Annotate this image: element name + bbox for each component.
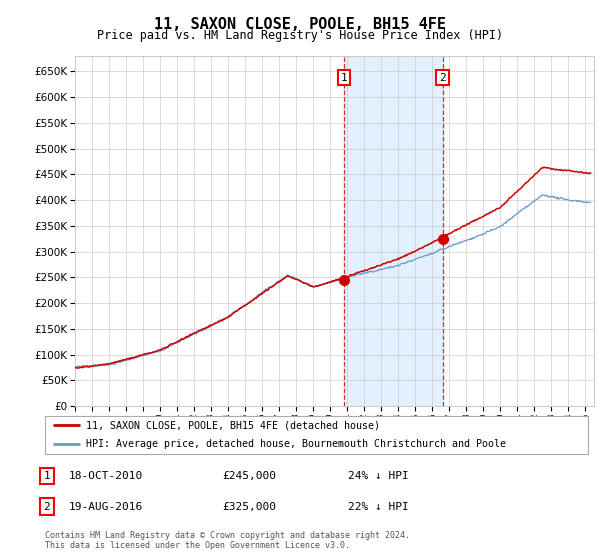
Text: 1: 1	[340, 73, 347, 83]
Text: 2: 2	[43, 502, 50, 512]
Text: 11, SAXON CLOSE, POOLE, BH15 4FE: 11, SAXON CLOSE, POOLE, BH15 4FE	[154, 17, 446, 32]
Text: Price paid vs. HM Land Registry's House Price Index (HPI): Price paid vs. HM Land Registry's House …	[97, 29, 503, 42]
Text: 2: 2	[439, 73, 446, 83]
Text: HPI: Average price, detached house, Bournemouth Christchurch and Poole: HPI: Average price, detached house, Bour…	[86, 439, 506, 449]
Text: 24% ↓ HPI: 24% ↓ HPI	[348, 471, 409, 481]
Text: Contains HM Land Registry data © Crown copyright and database right 2024.
This d: Contains HM Land Registry data © Crown c…	[45, 531, 410, 550]
Text: 1: 1	[43, 471, 50, 481]
Text: 19-AUG-2016: 19-AUG-2016	[69, 502, 143, 512]
Text: 18-OCT-2010: 18-OCT-2010	[69, 471, 143, 481]
Bar	[344, 56, 443, 406]
Text: 11, SAXON CLOSE, POOLE, BH15 4FE (detached house): 11, SAXON CLOSE, POOLE, BH15 4FE (detach…	[86, 420, 380, 430]
Text: £245,000: £245,000	[222, 471, 276, 481]
Text: 22% ↓ HPI: 22% ↓ HPI	[348, 502, 409, 512]
Text: £325,000: £325,000	[222, 502, 276, 512]
